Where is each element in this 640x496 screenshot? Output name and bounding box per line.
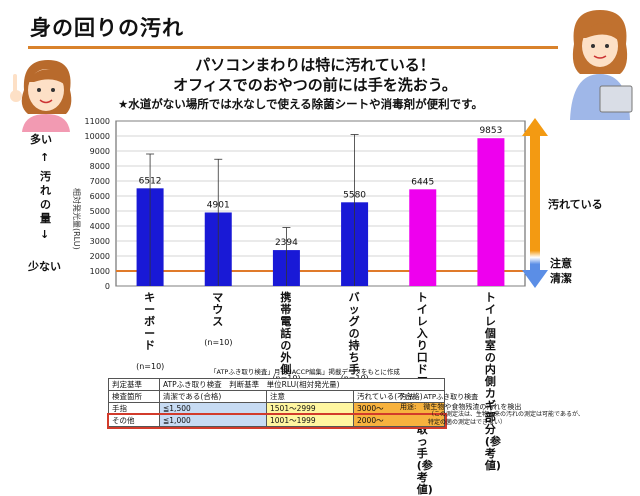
table-cell: 1001～1999 [266,414,354,427]
y-axis-label: 相対発光量(RLU) [72,188,82,250]
table-cell: 2000～ [353,414,445,427]
y-tick-label: 9000 [90,147,110,156]
table-header-row: 検査箇所 清潔である(合格) 注意 汚れている(不合格) [108,390,445,403]
data-label: 2394 [275,238,298,248]
plot-frame [115,120,526,287]
source-caption: 「ATPふき取り検査」月刊HACCP編集」掲載データをもとに作成 [210,368,400,376]
table-header-cell: 清潔である(合格) [159,390,267,403]
data-label: 5580 [343,190,366,200]
side-amount-label: 汚れの量 [40,170,51,225]
table-cell: 手指 [108,402,160,415]
y-tick-label: 7000 [90,177,110,186]
title-rule [28,46,558,49]
side-arrow-up: ↑ [40,151,50,164]
table-header-label: 判定基準 [108,378,160,391]
side-less-label: 少ない [28,260,61,273]
table-header-cell: 注意 [266,390,354,403]
table-cell: 3000～ [353,402,445,415]
table-cell: 1501～2999 [266,402,354,415]
table-header-value: ATPふき取り検査 判断基準 単位RLU(相対発光量) [159,378,445,391]
y-tick-label: 3000 [90,237,110,246]
bar [409,189,437,286]
y-tick-label: 4000 [90,222,110,231]
category-label: バッグの持ち手 [348,291,360,376]
sample-size-label: (n=10) [204,338,233,347]
headline-1: パソコンまわりは特に汚れている！ [195,56,435,74]
headline-2: オフィスでのおやつの前には手を洗おう。 [173,76,457,94]
data-label: 9853 [479,126,502,136]
y-tick-labels: 0 1000 2000 3000 4000 5000 6000 7000 8000 9000 100… [85,117,110,291]
y-tick-label: 5000 [90,207,110,216]
purpose-notes: （この測定法は、生物由来の汚れの測定は可能であるが、 特定の菌の測定はできない） [428,411,584,427]
table-cell: ≦1,500 [159,402,267,415]
method-line: 方法: ATPふき取り検査 [400,393,479,401]
purpose-note-2: 特定の菌の測定はできない） [428,419,507,426]
y-tick-label: 2000 [90,252,110,261]
clean-zone-label: 清潔 [550,272,572,285]
sample-size-label: (n=10) [136,362,165,371]
chart-bars: 6512 4901 2394 5580 6445 9853 [136,126,505,286]
side-more-label: 多い [30,133,52,146]
data-label: 4901 [207,200,230,210]
table-cell: ≦1,000 [159,414,267,427]
purpose-line: 用途: 微生物や食物残渣の汚れを検出 [400,403,522,411]
y-tick-label: 6000 [90,192,110,201]
page-title: 身の回りの汚れ [30,16,184,40]
data-label: 6445 [411,177,434,187]
category-label: トイレ個室の内側カギ部分(参考値) [484,291,501,472]
side-arrow-down: ↓ [40,228,50,241]
level-arrow-shape [522,118,548,288]
table-header-row: 判定基準 ATPふき取り検査 判断基準 単位RLU(相対発光量) [108,378,445,391]
table-row: 手指 ≦1,500 1501～2999 3000～ [108,402,445,415]
dirty-zone-label: 汚れている [548,198,603,211]
method-notes: 方法: ATPふき取り検査 用途: 微生物や食物残渣の汚れを検出 [400,392,521,412]
table-row: その他 ≦1,000 1001～1999 2000～ [106,412,447,429]
y-tick-label: 11000 [85,117,110,126]
woman-avatar-left [10,60,72,132]
level-arrow [522,118,548,288]
bar-chart: 0 1000 2000 3000 4000 5000 6000 7000 8000 9000 100… [72,117,548,291]
purpose-note-1: （この測定法は、生物由来の汚れの測定は可能であるが、 [428,411,584,418]
caution-zone-label: 注意 [550,257,572,270]
table-header-cell: 検査箇所 [108,390,160,403]
bar [477,138,505,286]
y-tick-label: 0 [105,282,110,291]
y-tick-label: 10000 [85,132,110,141]
table-cell: その他 [108,414,160,427]
data-label: 6512 [139,176,162,186]
y-tick-label: 1000 [90,267,110,276]
tip-note: ★水道がない場所では水なしで使える除菌シートや消毒剤が便利です。 [118,97,483,111]
criteria-table: 判定基準 ATPふき取り検査 判断基準 単位RLU(相対発光量) 検査箇所 清潔… [106,378,447,429]
category-label: マウス [212,291,224,328]
chart-grid [115,120,526,287]
woman-avatar-right [570,10,633,120]
category-label: キーボード [144,291,156,352]
category-label: 携帯電話の外側 [280,291,292,376]
y-tick-label: 8000 [90,162,110,171]
